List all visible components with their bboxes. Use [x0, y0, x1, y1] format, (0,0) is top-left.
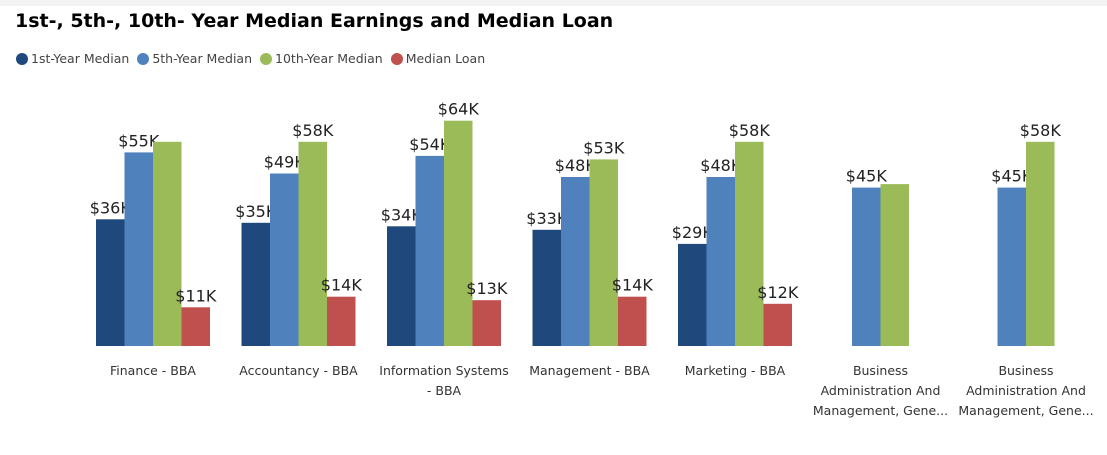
- data-label-5th-year-3: $54K: [409, 135, 451, 154]
- legend-item-10th-year[interactable]: 10th-Year Median: [260, 51, 383, 66]
- data-label-5th-year-5: $48K: [700, 156, 742, 175]
- bar-10th-year-2[interactable]: [298, 141, 328, 346]
- data-label-median-loan-5: $12K: [757, 283, 799, 302]
- bar-median-loan-4[interactable]: [618, 296, 647, 346]
- category-label-4: Management - BBA: [517, 361, 663, 381]
- data-label-median-loan-3: $13K: [466, 279, 508, 298]
- bar-median-loan-1[interactable]: [181, 307, 211, 346]
- bar-1st-year-3[interactable]: [387, 226, 416, 346]
- legend-label-10th-year: 10th-Year Median: [275, 51, 383, 66]
- bar-5th-year-2[interactable]: [270, 173, 299, 347]
- category-label-line: Management - BBA: [529, 363, 650, 378]
- category-label-line: - BBA: [426, 383, 462, 398]
- top-strip: [0, 0, 1107, 6]
- legend: 1st-Year Median 5th-Year Median 10th-Yea…: [16, 51, 493, 66]
- data-label-1st-year-5: $29K: [672, 223, 714, 242]
- bar-10th-year-6[interactable]: [880, 184, 910, 346]
- bar-10th-year-5[interactable]: [735, 141, 764, 346]
- data-label-5th-year-7: $45K: [991, 167, 1033, 186]
- legend-label-median-loan: Median Loan: [405, 51, 486, 66]
- category-label-line: Administration And: [820, 383, 941, 398]
- data-label-1st-year-1: $36K: [90, 198, 132, 217]
- legend-item-5th-year[interactable]: 5th-Year Median: [137, 51, 252, 66]
- bar-median-loan-3[interactable]: [472, 300, 502, 346]
- legend-label-5th-year: 5th-Year Median: [152, 51, 253, 66]
- data-label-5th-year-4: $48K: [555, 156, 597, 175]
- data-label-5th-year-1: $55K: [118, 131, 160, 150]
- bar-1st-year-5[interactable]: [678, 243, 707, 346]
- category-label-line: Administration And: [966, 383, 1086, 398]
- category-label-2: Accountancy - BBA: [226, 361, 372, 381]
- bar-5th-year-7[interactable]: [997, 187, 1027, 346]
- bar-5th-year-1[interactable]: [124, 152, 154, 346]
- data-label-10th-year-4: $53K: [583, 138, 625, 157]
- legend-marker-10th-year: [260, 52, 273, 65]
- data-label-5th-year-6: $45K: [846, 167, 888, 186]
- bar-5th-year-6[interactable]: [852, 187, 881, 346]
- data-label-1st-year-2: $35K: [235, 202, 277, 221]
- category-label-7: Business Administration And Management, Ge…: [953, 361, 1099, 421]
- category-label-1: Finance - BBA: [80, 361, 226, 381]
- category-label-line: Information Systems: [379, 363, 509, 378]
- data-label-1st-year-4: $33K: [526, 209, 568, 228]
- data-label-5th-year-2: $49K: [264, 153, 306, 172]
- bar-5th-year-3[interactable]: [415, 155, 445, 346]
- bar-10th-year-1[interactable]: [153, 141, 182, 346]
- data-label-10th-year-2: $58K: [292, 121, 334, 140]
- bar-10th-year-7[interactable]: [1026, 141, 1055, 346]
- category-label-line: Management, Gene...: [812, 403, 949, 418]
- legend-marker-median-loan: [390, 52, 403, 65]
- category-label-line: Business: [852, 363, 909, 378]
- bar-5th-year-5[interactable]: [706, 177, 736, 346]
- data-label-10th-year-5: $58K: [729, 121, 771, 140]
- data-label-10th-year-7: $58K: [1020, 121, 1062, 140]
- category-label-3: Information Systems - BBA: [371, 361, 517, 401]
- category-label-line: Finance - BBA: [110, 363, 196, 378]
- legend-marker-5th-year: [137, 52, 150, 65]
- legend-label-1st-year: 1st-Year Median: [31, 51, 130, 66]
- legend-marker-1st-year: [16, 52, 28, 65]
- category-label-line: Management, Gene...: [958, 403, 1094, 418]
- data-label-median-loan-1: $11K: [175, 286, 217, 305]
- legend-item-median-loan[interactable]: Median Loan: [390, 51, 486, 66]
- bar-1st-year-1[interactable]: [96, 219, 125, 346]
- bar-median-loan-5[interactable]: [763, 303, 793, 346]
- data-label-1st-year-3: $34K: [381, 205, 423, 224]
- category-label-line: Business: [998, 363, 1054, 378]
- category-label-line: Accountancy - BBA: [239, 363, 358, 378]
- bar-10th-year-4[interactable]: [589, 159, 619, 346]
- data-label-median-loan-4: $14K: [612, 276, 654, 295]
- bar-median-loan-2[interactable]: [327, 296, 356, 346]
- bar-1st-year-2[interactable]: [241, 222, 271, 346]
- legend-item-1st-year[interactable]: 1st-Year Median: [16, 51, 129, 66]
- data-label-median-loan-2: $14K: [321, 276, 363, 295]
- chart-title: 1st-, 5th-, 10th- Year Median Earnings a…: [15, 10, 614, 32]
- data-label-10th-year-3: $64K: [438, 100, 480, 119]
- category-label-line: Marketing - BBA: [684, 363, 786, 378]
- category-label-5: Marketing - BBA: [662, 361, 808, 381]
- bar-5th-year-4[interactable]: [561, 177, 590, 346]
- bar-1st-year-4[interactable]: [532, 229, 562, 346]
- category-label-6: Business Administration And Management, Ge…: [808, 361, 954, 421]
- bar-10th-year-3[interactable]: [444, 120, 473, 346]
